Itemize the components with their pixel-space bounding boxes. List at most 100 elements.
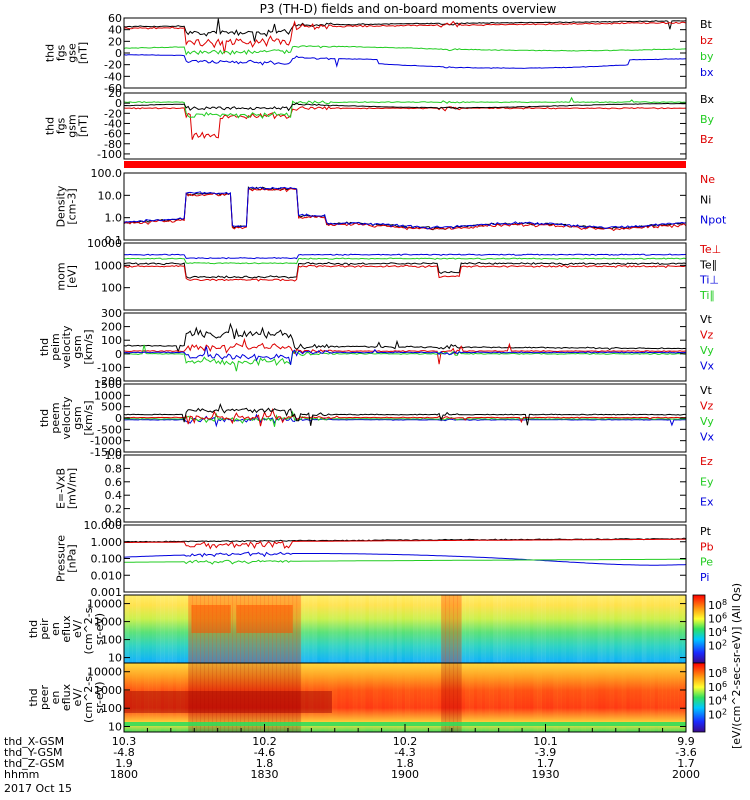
spectrogram-stripe (324, 595, 330, 663)
spectrogram-stripe (232, 663, 237, 732)
colorbar-tick-label: 108 (708, 598, 727, 612)
spectrogram-stripe (541, 595, 546, 663)
y-tick-label: 0 (115, 412, 122, 425)
spectrogram-stripe (505, 663, 510, 732)
spectrogram-stripe (160, 663, 165, 732)
spectrogram-stripe (493, 595, 498, 663)
spectrogram-stripe (152, 595, 157, 663)
spectrogram-stripe (272, 663, 277, 732)
separator-bar (124, 161, 686, 168)
spectrogram-stripe (597, 595, 603, 663)
spectrogram-stripe (585, 663, 591, 732)
x-tick-value: 1930 (532, 768, 560, 781)
spectrogram-stripe (284, 663, 290, 732)
panel-frame (123, 524, 687, 593)
spectrogram-stripe (457, 595, 462, 663)
y-tick-label: 0.001 (91, 586, 123, 599)
spectrogram-stripe (340, 663, 346, 732)
spectrogram-stripe (268, 663, 273, 732)
y-tick-label: 0 (115, 97, 122, 110)
y-axis-label: eV/ (71, 688, 84, 706)
spectrogram-stripe (645, 595, 651, 663)
spectrogram-stripe (316, 595, 322, 663)
spectrogram-stripe (320, 595, 326, 663)
y-axis-label: peim (49, 333, 62, 361)
spectrogram-stripe (316, 663, 322, 732)
x-tick-value: -4.3 (394, 746, 415, 759)
x-tick-value: 10.3 (112, 735, 137, 748)
spectrogram-stripe (417, 595, 422, 663)
spectrogram-stripe (132, 595, 137, 663)
spectrogram-stripe (517, 595, 522, 663)
y-axis-label: (cm^2-s- (82, 604, 95, 655)
y-tick-label: 300 (101, 307, 122, 320)
x-tick-value: 1.7 (677, 757, 695, 770)
y-tick-label: 0.0 (105, 516, 123, 529)
spectrogram-stripe (501, 595, 506, 663)
y-tick-label: 1.0 (105, 212, 123, 225)
y-axis-label: peer (38, 685, 51, 711)
spectrogram-stripe (304, 595, 310, 663)
y-tick-label: 60 (108, 12, 122, 25)
spectrogram-stripe (649, 663, 655, 732)
spectrogram-stripe (605, 663, 611, 732)
y-axis-label: [nT] (77, 115, 90, 137)
spectrogram-stripe (453, 595, 458, 663)
spectrogram-stripe (417, 663, 422, 732)
y-axis-label: [mV/m] (66, 468, 79, 509)
spectrogram-stripe (653, 595, 659, 663)
spectrogram-stripe (397, 595, 402, 663)
y-tick-label: 10 (108, 721, 122, 734)
spectrogram-stripe (674, 595, 679, 663)
y-tick-label: 500 (101, 401, 122, 414)
y-axis-label: peem (49, 402, 62, 433)
series-fgs_gsm-By (123, 96, 687, 119)
y-tick-label: 100 (101, 634, 122, 647)
spectrogram-stripe (344, 663, 350, 732)
spectrogram-stripe (312, 663, 318, 732)
spectrogram-stripe (380, 595, 386, 663)
y-axis-label: velocity (60, 396, 73, 439)
y-tick-label: 0.010 (91, 569, 123, 582)
series-ve-Vy (124, 410, 687, 427)
spectrogram-peer (124, 663, 686, 732)
legend-label: Ti⊥ (699, 274, 719, 287)
spectrogram-stripe (148, 663, 153, 732)
y-axis-label: thd (38, 409, 51, 427)
legend-label: Vz (700, 400, 714, 413)
panel-efield: 1.00.80.60.40.20.0 E=-VxB[mV/m] Ez Ey Ex (55, 449, 714, 529)
spectrogram-stripe (605, 595, 611, 663)
series-density-Ne (123, 187, 687, 232)
spectrogram-stripe (348, 595, 354, 663)
y-tick-label: -40 (104, 117, 122, 130)
spectrogram-stripe (557, 595, 562, 663)
spectrogram-stripe (477, 663, 482, 732)
y-tick-label: 1.0 (105, 449, 123, 462)
legend-label: Vy (700, 344, 714, 357)
spectrogram-stripe (128, 595, 133, 663)
y-axis-label: gsm (71, 406, 84, 429)
spectrogram-stripe (665, 663, 671, 732)
spectrogram-stripe (593, 663, 599, 732)
legend-label: by (700, 50, 714, 63)
spectrogram-stripe (425, 595, 430, 663)
spectrogram-stripe (501, 663, 506, 732)
spectrogram-stripe (509, 595, 514, 663)
spectrogram-stripe (413, 663, 418, 732)
spectrogram-stripe (553, 663, 558, 732)
legend-label: Pe (700, 556, 713, 569)
y-axis-label: mom (55, 262, 68, 290)
legend-label: Te∥ (699, 258, 717, 271)
y-tick-label: 1000 (94, 616, 122, 629)
y-axis-label: Pressure (55, 535, 68, 582)
spectrogram-stripe (565, 595, 571, 663)
spectrogram-stripe (368, 663, 374, 732)
legend-label: Vx (700, 431, 715, 444)
spectrogram-stripe (517, 663, 522, 732)
spectrogram-stripe (300, 595, 306, 663)
spectrogram-stripe (429, 595, 434, 663)
series-ve-Vz (123, 408, 687, 427)
spectrogram-stripe (549, 595, 554, 663)
spectrogram-stripe (678, 663, 683, 732)
